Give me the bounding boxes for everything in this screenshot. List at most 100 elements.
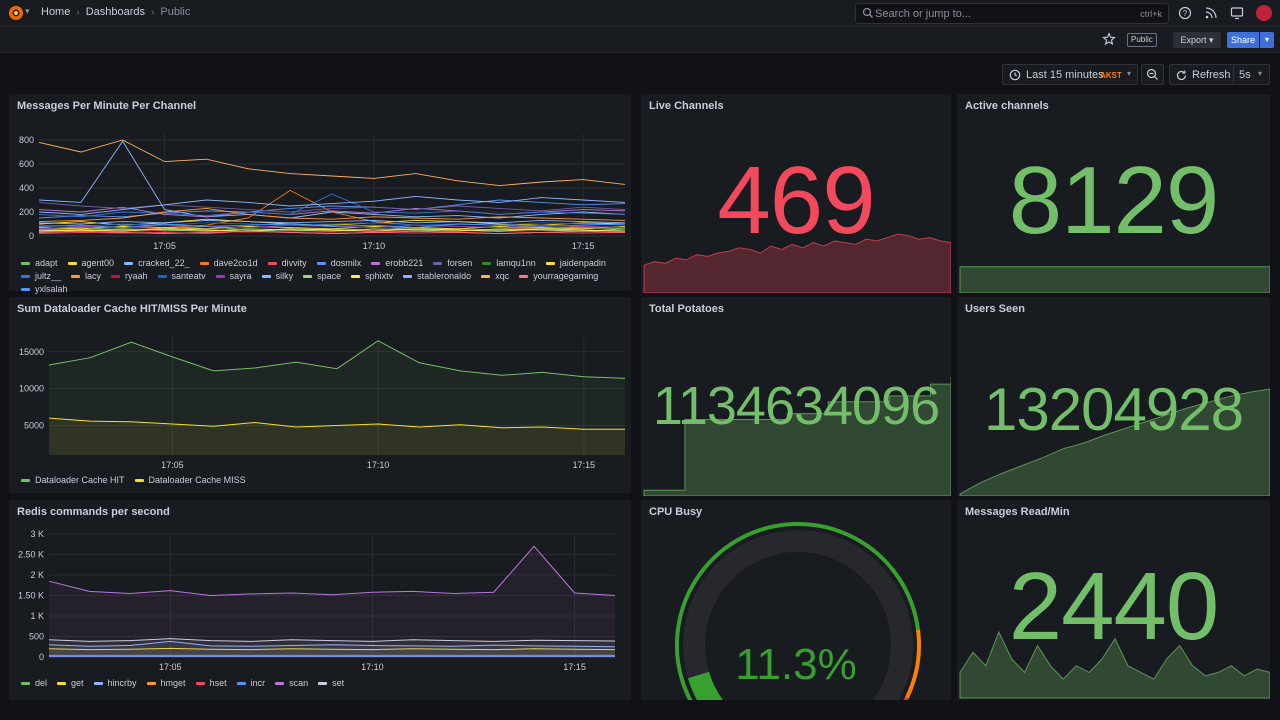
legend-item[interactable]: cracked_22_: [124, 258, 190, 268]
legend-swatch: [351, 274, 361, 278]
y-tick-label: 1 K: [30, 611, 44, 621]
legend-label: adapt: [35, 258, 58, 268]
legend-swatch: [21, 274, 30, 278]
legend-swatch: [519, 274, 529, 278]
refresh-picker[interactable]: Refresh 5s ▾: [1169, 64, 1270, 85]
sparkline-area: [643, 377, 951, 496]
legend-swatch: [21, 478, 30, 482]
legend-swatch: [67, 261, 77, 265]
refresh-button-label[interactable]: Refresh: [1192, 69, 1231, 81]
dashboard-toolbar: [0, 27, 1280, 53]
panel-redis-commands[interactable]: Redis commands per second 0 500 1 K 1.50 K 2…: [9, 500, 631, 700]
breadcrumb-dashboards[interactable]: Dashboards: [85, 6, 146, 18]
legend-item[interactable]: yourragegaming: [519, 271, 598, 281]
search-shortcut: ctrl+k: [1140, 9, 1162, 19]
sparkline-area: [643, 233, 951, 293]
help-icon[interactable]: ?: [1178, 6, 1192, 20]
legend-item[interactable]: hset: [195, 678, 227, 688]
legend-item[interactable]: yxlsalah: [21, 284, 68, 294]
panel-cpu-busy[interactable]: CPU Busy 11.3%: [641, 500, 951, 700]
panel-messages-per-minute[interactable]: Messages Per Minute Per Channel 0 200 400 6…: [9, 94, 631, 294]
legend-label: dosmilx: [330, 258, 362, 268]
series-area: [49, 638, 615, 657]
legend-label: del: [35, 678, 48, 688]
export-button[interactable]: Export ▾: [1173, 32, 1221, 48]
panel-active-channels[interactable]: Active channels 8129: [957, 94, 1270, 293]
legend-item[interactable]: xqc: [481, 271, 509, 281]
legend-label: hincrby: [107, 678, 137, 688]
share-menu-button[interactable]: ▾: [1260, 32, 1274, 48]
legend-item[interactable]: hmget: [146, 678, 186, 688]
x-tick-label: 17:10: [361, 662, 384, 672]
panel-users-seen[interactable]: Users Seen 13204928: [957, 297, 1270, 496]
legend-item[interactable]: stableronaldo: [403, 271, 471, 281]
legend-item[interactable]: scan: [275, 678, 308, 688]
refresh-interval-value[interactable]: 5s: [1239, 69, 1251, 81]
legend-label: cracked_22_: [138, 258, 190, 268]
legend-swatch: [195, 681, 205, 685]
series-line: [38, 140, 626, 219]
legend-item[interactable]: Dataloader Cache HIT: [21, 475, 125, 485]
legend-item[interactable]: silky: [261, 271, 293, 281]
time-range-picker[interactable]: Last 15 minutes AKST ▾: [1002, 64, 1138, 85]
series-line: [48, 647, 616, 651]
zoom-out-icon: [1146, 68, 1158, 80]
star-icon[interactable]: [1102, 32, 1116, 46]
legend-item[interactable]: divvity: [267, 258, 307, 268]
user-avatar[interactable]: [1256, 5, 1272, 21]
legend-item[interactable]: jaidenpadin: [545, 258, 606, 268]
rss-feed-icon[interactable]: [1204, 6, 1218, 20]
legend-item[interactable]: lacy: [71, 271, 101, 281]
legend-label: santeatv: [171, 271, 206, 281]
search-input[interactable]: Search or jump to... ctrl+k: [855, 3, 1169, 24]
legend-item[interactable]: space: [303, 271, 341, 281]
legend-swatch: [21, 261, 30, 265]
legend-label: forsen: [447, 258, 473, 268]
legend-item[interactable]: santeatv: [157, 271, 206, 281]
y-tick-label: 600: [19, 159, 34, 169]
legend-item[interactable]: forsen: [433, 258, 472, 268]
legend-item[interactable]: dosmilx: [316, 258, 362, 268]
zoom-out-button[interactable]: [1141, 64, 1164, 85]
chevron-down-icon[interactable]: ▾: [25, 6, 30, 16]
panel-title: Users Seen: [965, 303, 1025, 315]
grafana-logo-icon[interactable]: [8, 5, 24, 21]
panel-total-potatoes[interactable]: Total Potatoes 1134634096: [641, 297, 951, 496]
x-tick-label: 17:05: [153, 241, 176, 251]
legend-item[interactable]: jultz__: [21, 271, 61, 281]
legend-item[interactable]: lamqu1nn: [482, 258, 536, 268]
legend-label: hmget: [160, 678, 186, 688]
legend-item[interactable]: del: [21, 678, 47, 688]
chevron-down-icon: ▾: [1264, 35, 1269, 44]
y-tick-label: 15000: [19, 347, 44, 357]
sparkline-area: [959, 630, 1270, 699]
legend-label: ryaah: [125, 271, 148, 281]
share-button[interactable]: Share: [1227, 32, 1259, 48]
panel-dataloader-cache[interactable]: Sum Dataloader Cache HIT/MISS Per Minute…: [9, 297, 631, 493]
breadcrumb-home[interactable]: Home: [41, 6, 71, 18]
legend-item[interactable]: set: [318, 678, 344, 688]
legend-item[interactable]: Dataloader Cache MISS: [134, 475, 246, 485]
legend-item[interactable]: hincrby: [93, 678, 137, 688]
legend-label: divvity: [281, 258, 307, 268]
legend-item[interactable]: erobb221: [371, 258, 423, 268]
stat-value: 11.3%: [735, 640, 857, 689]
legend-item[interactable]: agent00: [67, 258, 114, 268]
legend-item[interactable]: dave2co1d: [199, 258, 258, 268]
legend-item[interactable]: sphixtv: [351, 271, 393, 281]
legend-item[interactable]: get: [57, 678, 84, 688]
y-tick-label: 10000: [19, 384, 44, 394]
active-channels-sparkline: [959, 266, 1270, 293]
legend-item[interactable]: incr: [236, 678, 265, 688]
messages-read-sparkline: [959, 630, 1270, 699]
series-area: [49, 648, 615, 657]
monitor-icon[interactable]: [1230, 6, 1244, 20]
chevron-right-icon: ›: [76, 6, 80, 18]
legend-item[interactable]: adapt: [21, 258, 58, 268]
panel-messages-read-per-minute[interactable]: Messages Read/Min 2440: [957, 500, 1270, 700]
legend-item[interactable]: sayra: [215, 271, 252, 281]
legend-swatch: [93, 681, 103, 685]
legend-item[interactable]: ryaah: [111, 271, 148, 281]
legend-swatch: [71, 274, 81, 278]
panel-live-channels[interactable]: Live Channels 469: [641, 94, 951, 293]
